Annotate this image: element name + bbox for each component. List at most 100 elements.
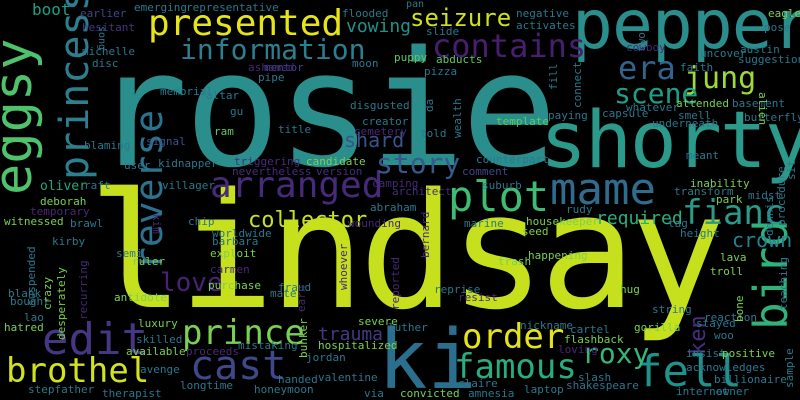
word-blaming: blaming xyxy=(84,139,131,152)
word-slash: slash xyxy=(578,371,612,384)
word-avenge: avenge xyxy=(140,363,180,376)
word-puppy: puppy xyxy=(394,51,428,64)
word-mentor: mentor xyxy=(264,61,304,74)
word-mame: mame xyxy=(550,164,656,215)
word-template: template xyxy=(496,115,549,128)
word-positive: positive xyxy=(722,347,775,360)
word-villager: villager xyxy=(162,179,215,192)
word-pipe: pipe xyxy=(258,71,285,84)
word-ki: ki xyxy=(378,313,477,400)
word-teaching: teaching xyxy=(777,257,790,310)
word-shorty: shorty xyxy=(540,96,800,186)
word-semi: semi xyxy=(116,247,143,260)
word-candidate: candidate xyxy=(306,155,366,168)
word-severe: severe xyxy=(358,315,398,328)
word-michelle: michelle xyxy=(82,45,135,58)
word-activates: activates xyxy=(516,19,576,32)
word-cartel: cartel xyxy=(570,323,610,336)
word-brothel: brothel xyxy=(6,351,150,391)
word-boot: boot xyxy=(32,0,71,19)
word-cowboy: cowboy xyxy=(626,41,666,54)
word-negative: negative xyxy=(516,7,569,20)
word-laptop: laptop xyxy=(524,383,564,396)
word-billionaire: billionaire xyxy=(714,373,787,386)
word-carmen: carmen xyxy=(210,263,250,276)
word-paying: paying xyxy=(548,109,588,122)
word-gorilla: gorilla xyxy=(634,321,681,334)
word-ruler: ruler xyxy=(132,255,166,268)
word-barbara: barbara xyxy=(212,235,259,248)
word-housekeeper: housekeeper xyxy=(526,215,599,228)
word-arranged: arranged xyxy=(210,165,384,206)
word-reaction: reaction xyxy=(704,311,757,324)
word-crazy: crazy xyxy=(41,276,54,310)
word-internet: internet xyxy=(676,385,729,398)
word-acknowledges: acknowledges xyxy=(686,361,766,374)
word-plot: plot xyxy=(448,172,550,221)
word-slide: slide xyxy=(426,25,460,38)
word-da: da xyxy=(423,98,436,112)
word-bought: bought xyxy=(10,295,50,308)
word-temporary: temporary xyxy=(30,205,90,218)
word-smell: smell xyxy=(678,109,712,122)
word-fill: fill xyxy=(547,63,560,91)
word-resist: resist xyxy=(458,291,498,304)
word-triggering: triggering xyxy=(234,155,301,168)
word-representative: representative xyxy=(186,1,279,14)
word-hesitant: hesitant xyxy=(82,21,135,34)
word-skilled: skilled xyxy=(136,333,183,346)
word-witnessed: witnessed xyxy=(4,215,64,228)
word-scene: scene xyxy=(614,77,699,110)
word-two: two xyxy=(635,32,648,52)
word-lindsay: lindsay xyxy=(88,158,726,345)
word-pepper: pepper xyxy=(572,0,800,65)
word-pose: pose xyxy=(764,21,791,34)
word-moon: moon xyxy=(352,57,379,70)
word-gu: gu xyxy=(230,105,244,118)
word-purchase: purchase xyxy=(208,279,261,292)
word-hospitalized: hospitalized xyxy=(318,339,398,352)
word-comment: comment xyxy=(462,165,509,178)
word-contains: contains xyxy=(432,27,587,65)
word-trauma: trauma xyxy=(318,324,384,345)
word-song: song xyxy=(96,26,107,51)
word-owner: owner xyxy=(716,385,750,398)
word-luther: luther xyxy=(388,321,428,334)
word-edit: edit xyxy=(42,314,148,365)
word-vowing: vowing xyxy=(346,16,412,37)
word-jordan: jordan xyxy=(306,351,346,364)
word-handed: handed xyxy=(278,373,318,386)
word-told: told xyxy=(420,127,447,140)
word-ram: ram xyxy=(214,125,234,138)
word-love: love xyxy=(160,268,223,298)
word-connect: connect xyxy=(571,61,584,108)
word-wounding: wounding xyxy=(348,217,401,230)
word-midst: midst xyxy=(748,189,782,202)
word-eagle: eagle xyxy=(768,7,800,20)
word-proceeds: proceeds xyxy=(186,345,239,358)
word-via: via xyxy=(364,387,384,400)
word-height: height xyxy=(680,227,720,240)
word-counterpart: counterpart xyxy=(476,153,549,166)
word-flooded: flooded xyxy=(342,7,389,20)
word-wealth: wealth xyxy=(451,98,464,138)
word-prince: prince xyxy=(182,313,305,353)
word-tag: tag xyxy=(668,217,688,230)
word-flashback: flashback xyxy=(564,333,624,346)
word-architect: architect xyxy=(392,185,452,198)
word-exploit: exploit xyxy=(210,247,257,260)
word-fraud: fraud xyxy=(278,281,312,294)
word-insist: insist xyxy=(686,347,726,360)
word-happening: happening xyxy=(528,249,588,262)
word-string: string xyxy=(652,303,692,316)
word-emerging: emerging xyxy=(134,1,187,14)
word-abraham: abraham xyxy=(370,201,417,214)
word-suspended: suspended xyxy=(25,246,38,306)
word-recurring: recurring xyxy=(77,260,90,320)
word-shakespeare: shakespeare xyxy=(566,379,639,392)
word-nevertheless: nevertheless xyxy=(232,165,312,178)
word-honeymoon: honeymoon xyxy=(254,383,314,396)
word-transform: transform xyxy=(674,185,734,198)
word-memorial: memorial xyxy=(160,85,213,98)
word-earlier: earlier xyxy=(80,7,127,20)
